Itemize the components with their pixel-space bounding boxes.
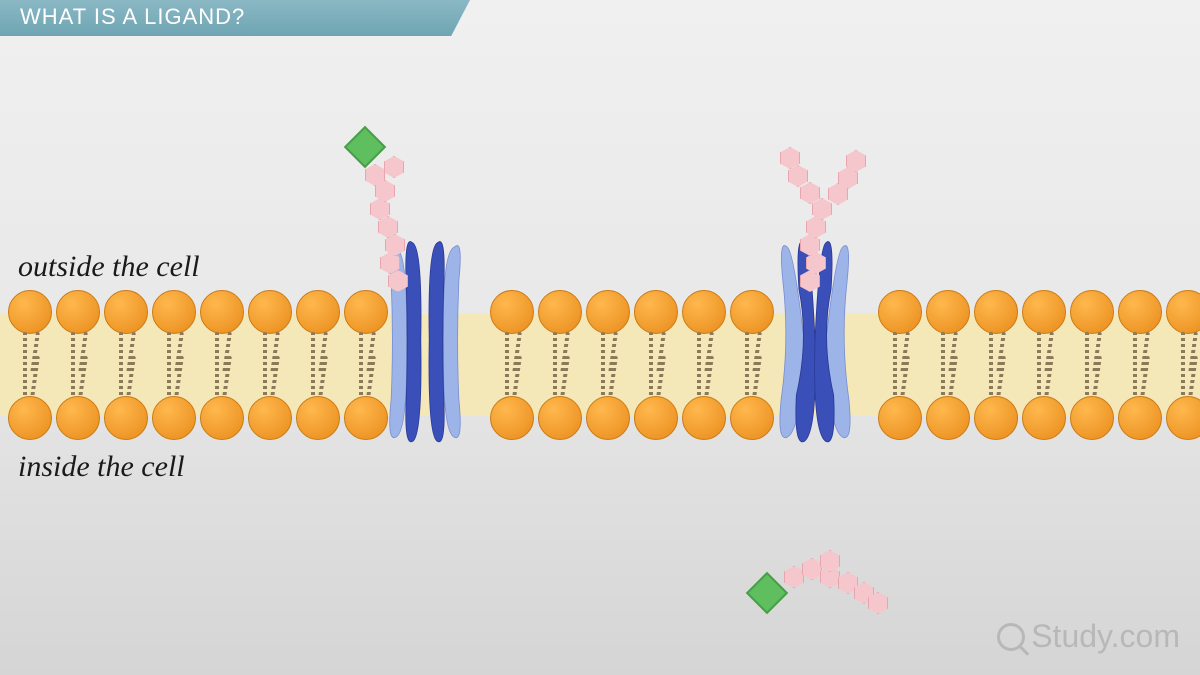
phospholipid <box>104 396 148 440</box>
phospholipid <box>926 396 970 440</box>
phospholipid <box>682 396 726 440</box>
phospholipid <box>586 396 630 440</box>
phospholipid <box>538 396 582 440</box>
phospholipid <box>878 396 922 440</box>
phospholipid <box>248 396 292 440</box>
phospholipid <box>200 290 244 334</box>
glycan-chain-right <box>770 135 890 295</box>
phospholipid <box>152 290 196 334</box>
phospholipid <box>104 290 148 334</box>
phospholipid <box>1118 396 1162 440</box>
phospholipid <box>926 290 970 334</box>
phospholipid <box>490 290 534 334</box>
phospholipid <box>296 290 340 334</box>
title-bar: WHAT IS A LIGAND? <box>0 0 470 36</box>
phospholipid <box>56 290 100 334</box>
phospholipid <box>682 290 726 334</box>
phospholipid <box>1022 396 1066 440</box>
phospholipid <box>490 396 534 440</box>
phospholipid <box>634 396 678 440</box>
watermark-text: Study.com <box>1031 618 1180 655</box>
watermark: Study.com <box>997 618 1180 655</box>
phospholipid <box>1070 396 1114 440</box>
title-text: WHAT IS A LIGAND? <box>20 4 245 29</box>
search-icon <box>997 623 1025 651</box>
phospholipid <box>974 396 1018 440</box>
label-outside-cell: outside the cell <box>18 250 200 284</box>
label-inside-cell: inside the cell <box>18 450 185 484</box>
phospholipid <box>878 290 922 334</box>
phospholipid <box>538 290 582 334</box>
cell-membrane <box>0 290 1200 440</box>
phospholipid <box>634 290 678 334</box>
phospholipid <box>586 290 630 334</box>
phospholipid <box>152 396 196 440</box>
phospholipid <box>1070 290 1114 334</box>
glycan-chain-left <box>340 130 440 290</box>
phospholipid <box>1166 396 1200 440</box>
phospholipid <box>1118 290 1162 334</box>
phospholipid <box>1022 290 1066 334</box>
phospholipid <box>8 290 52 334</box>
phospholipid <box>8 396 52 440</box>
phospholipid <box>296 396 340 440</box>
free-ligand <box>748 548 908 628</box>
phospholipid <box>1166 290 1200 334</box>
ligand-green-square <box>344 126 386 168</box>
phospholipid <box>56 396 100 440</box>
ligand-green-square-free <box>746 572 788 614</box>
phospholipid <box>200 396 244 440</box>
phospholipid <box>974 290 1018 334</box>
phospholipid <box>248 290 292 334</box>
